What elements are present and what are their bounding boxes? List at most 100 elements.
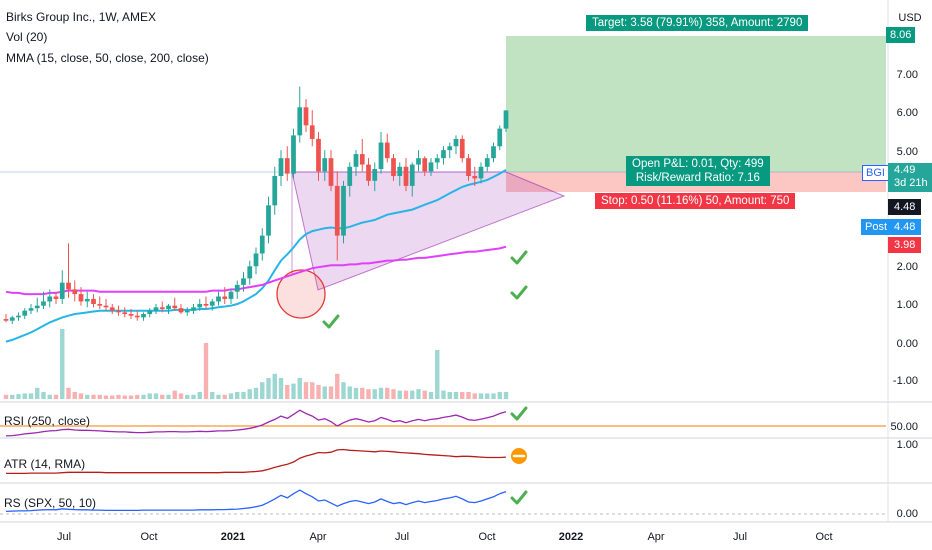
candle-body bbox=[28, 308, 34, 311]
symbol-title[interactable]: Birks Group Inc., 1W, AMEX bbox=[6, 10, 157, 24]
candle-body bbox=[72, 289, 78, 295]
candle bbox=[109, 304, 115, 315]
symbol-badge[interactable]: BGI bbox=[862, 165, 889, 181]
post-market-price: 4.48 bbox=[888, 219, 922, 235]
volume-bar bbox=[3, 394, 9, 399]
target-zone[interactable] bbox=[506, 36, 886, 172]
candle bbox=[347, 162, 353, 197]
candle bbox=[134, 310, 140, 321]
check-icon bbox=[510, 250, 528, 265]
rs-tick: 0.00 bbox=[897, 508, 918, 520]
candle bbox=[491, 142, 496, 163]
time-tick: Apr bbox=[647, 531, 664, 543]
candle bbox=[359, 138, 365, 172]
candle bbox=[478, 162, 484, 184]
candle-body bbox=[484, 158, 490, 167]
volume-bar bbox=[172, 390, 177, 399]
candle-body bbox=[141, 314, 146, 318]
candle bbox=[428, 158, 434, 176]
atr-pane-label[interactable]: ATR (14, RMA) bbox=[4, 457, 86, 471]
volume-bar bbox=[47, 394, 52, 399]
ascending-triangle[interactable] bbox=[291, 171, 566, 291]
candle bbox=[297, 86, 303, 143]
rsi-pane-label[interactable]: RSI (250, close) bbox=[4, 414, 91, 428]
candle bbox=[9, 315, 15, 325]
candle bbox=[497, 125, 503, 151]
bar-countdown: 3d 21h bbox=[894, 177, 928, 189]
rsi-line bbox=[5, 409, 507, 437]
candle-body bbox=[453, 138, 459, 147]
volume-bar bbox=[466, 392, 471, 399]
rsi-tick: 50.00 bbox=[890, 421, 918, 433]
candle bbox=[266, 196, 271, 244]
candle-body bbox=[91, 298, 96, 304]
candle bbox=[278, 150, 284, 186]
volume-bar bbox=[110, 395, 115, 399]
volume-bar bbox=[103, 395, 109, 399]
candle bbox=[66, 243, 71, 298]
candle-body bbox=[309, 125, 315, 139]
candle-body bbox=[222, 296, 228, 299]
candle-body bbox=[166, 305, 171, 310]
crossover-circle[interactable] bbox=[276, 269, 326, 319]
candle-body bbox=[303, 107, 309, 126]
candle-body bbox=[391, 158, 396, 176]
rs-line bbox=[5, 489, 507, 513]
candle-body bbox=[466, 158, 471, 176]
volume-bar bbox=[216, 394, 221, 399]
open-pnl-box[interactable]: Open P&L: 0.01, Qty: 499 Risk/Reward Rat… bbox=[626, 156, 770, 186]
candle bbox=[78, 287, 84, 306]
volume-bar bbox=[135, 394, 140, 399]
volume-bar bbox=[435, 350, 440, 399]
candle bbox=[122, 307, 128, 318]
candle bbox=[366, 158, 371, 186]
time-tick: Jul bbox=[395, 531, 409, 543]
check-icon bbox=[510, 490, 528, 505]
candle-body bbox=[403, 166, 409, 186]
time-tick: Oct bbox=[815, 531, 832, 543]
candle bbox=[234, 280, 240, 299]
candle-body bbox=[184, 310, 190, 313]
volume-bar bbox=[291, 383, 296, 399]
candle-body bbox=[209, 301, 215, 306]
last-price-badge: 4.49 3d 21h bbox=[888, 163, 932, 192]
candle-body bbox=[34, 305, 40, 309]
candle-body bbox=[97, 304, 103, 306]
price-axis[interactable]: USD 7.00 6.00 5.00 2.00 1.00 0.00 -1.00 … bbox=[890, 12, 921, 520]
candle-body bbox=[422, 158, 428, 172]
candle-body bbox=[497, 128, 503, 147]
candle-body bbox=[347, 166, 353, 186]
candle bbox=[447, 142, 453, 159]
candle-body bbox=[241, 278, 246, 285]
candle-body bbox=[203, 304, 209, 306]
volume-bar bbox=[147, 393, 152, 399]
neutral-dash-icon bbox=[511, 448, 527, 464]
volume-bar bbox=[197, 392, 202, 399]
volume-bar bbox=[203, 343, 209, 399]
price-tick: 1.00 bbox=[897, 299, 918, 311]
candle bbox=[334, 171, 340, 261]
volume-bar bbox=[178, 393, 184, 399]
candle bbox=[153, 304, 159, 315]
candle bbox=[416, 150, 421, 172]
vol-legend[interactable]: Vol (20) bbox=[6, 30, 48, 44]
post-market-badge[interactable]: Post bbox=[861, 219, 892, 235]
volume-bar bbox=[241, 392, 246, 399]
candle-body bbox=[359, 154, 365, 165]
target-label[interactable]: Target: 3.58 (79.91%) 358, Amount: 2790 bbox=[586, 15, 809, 31]
volume-bar bbox=[22, 393, 27, 399]
volume-bar bbox=[416, 389, 421, 399]
rs-pane-label[interactable]: RS (SPX, 50, 10) bbox=[4, 496, 97, 510]
volume-bar bbox=[210, 392, 215, 399]
volume-bar bbox=[322, 386, 327, 399]
time-axis[interactable]: Jul Oct 2021 Apr Jul Oct 2022 Apr Jul Oc… bbox=[57, 531, 833, 543]
candle bbox=[291, 128, 296, 179]
candle bbox=[22, 308, 28, 320]
candle-body bbox=[378, 142, 384, 170]
candle-body bbox=[22, 310, 28, 316]
volume-bar bbox=[153, 393, 159, 399]
mma-legend[interactable]: MMA (15, close, 50, close, 200, close) bbox=[6, 51, 209, 65]
volume-bar bbox=[372, 389, 377, 399]
stop-label[interactable]: Stop: 0.50 (11.16%) 50, Amount: 750 bbox=[595, 193, 796, 209]
